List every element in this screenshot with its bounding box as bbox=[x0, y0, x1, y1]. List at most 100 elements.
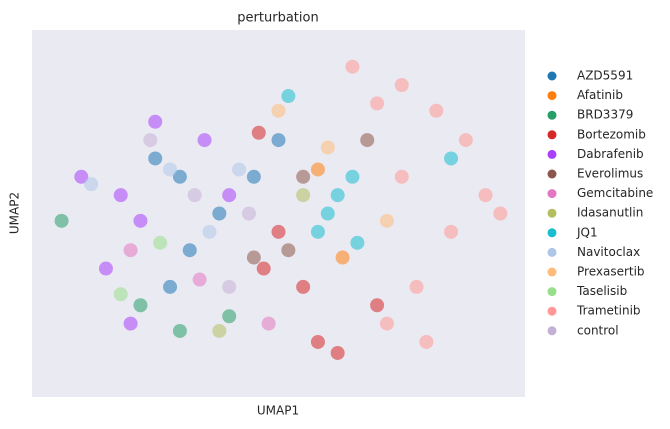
legend-marker bbox=[547, 208, 557, 218]
legend-marker bbox=[547, 149, 557, 159]
point bbox=[197, 133, 212, 148]
point bbox=[320, 206, 335, 221]
point bbox=[241, 206, 256, 221]
plot-area bbox=[32, 30, 525, 397]
point bbox=[261, 316, 276, 331]
legend-marker bbox=[547, 169, 557, 179]
point bbox=[394, 78, 409, 93]
legend-label: AZD5591 bbox=[577, 69, 633, 83]
point bbox=[310, 224, 325, 239]
point bbox=[335, 250, 350, 265]
legend-marker bbox=[547, 287, 557, 297]
legend-label: Idasanutlin bbox=[577, 206, 643, 220]
point bbox=[271, 133, 286, 148]
point bbox=[54, 213, 69, 228]
point bbox=[187, 188, 202, 203]
legend-marker bbox=[547, 247, 557, 257]
point bbox=[222, 279, 237, 294]
point bbox=[296, 169, 311, 184]
point bbox=[123, 243, 138, 258]
point bbox=[458, 133, 473, 148]
point bbox=[232, 162, 247, 177]
point bbox=[493, 206, 508, 221]
legend-label: Dabrafenib bbox=[577, 147, 644, 161]
legend-marker bbox=[547, 110, 557, 120]
point bbox=[271, 103, 286, 118]
point bbox=[172, 169, 187, 184]
point bbox=[163, 162, 178, 177]
point bbox=[172, 323, 187, 338]
point bbox=[113, 287, 128, 302]
legend-label: Everolimus bbox=[577, 167, 643, 181]
point bbox=[133, 298, 148, 313]
point bbox=[212, 323, 227, 338]
point bbox=[350, 235, 365, 250]
legend-label: Afatinib bbox=[577, 88, 623, 102]
point bbox=[74, 169, 89, 184]
legend-label: Trametinib bbox=[576, 304, 641, 318]
legend-marker bbox=[547, 91, 557, 101]
legend-label: Prexasertib bbox=[577, 265, 645, 279]
point bbox=[246, 250, 261, 265]
point bbox=[256, 261, 271, 276]
point bbox=[330, 345, 345, 360]
chart-title: perturbation bbox=[237, 11, 318, 26]
legend-marker bbox=[547, 267, 557, 277]
legend-marker bbox=[547, 189, 557, 199]
point bbox=[123, 316, 138, 331]
point bbox=[281, 243, 296, 258]
legend-marker bbox=[547, 71, 557, 81]
point bbox=[444, 151, 459, 166]
legend-label: JQ1 bbox=[576, 225, 598, 239]
point bbox=[345, 59, 360, 74]
legend-label: Taselisib bbox=[576, 284, 627, 298]
point bbox=[281, 89, 296, 104]
point bbox=[212, 206, 227, 221]
legend-marker bbox=[547, 228, 557, 238]
point bbox=[296, 279, 311, 294]
point bbox=[271, 224, 286, 239]
legend-label: BRD3379 bbox=[577, 108, 633, 122]
point bbox=[246, 169, 261, 184]
point bbox=[419, 334, 434, 349]
y-axis-label: UMAP2 bbox=[8, 192, 22, 234]
legend-marker bbox=[547, 306, 557, 316]
point bbox=[148, 151, 163, 166]
point bbox=[409, 279, 424, 294]
legend-marker bbox=[547, 326, 557, 336]
point bbox=[310, 334, 325, 349]
legend-label: control bbox=[577, 323, 619, 337]
point bbox=[379, 316, 394, 331]
point bbox=[296, 188, 311, 203]
point bbox=[148, 114, 163, 129]
point bbox=[345, 169, 360, 184]
point bbox=[429, 103, 444, 118]
legend-label: Navitoclax bbox=[577, 245, 640, 259]
point bbox=[370, 298, 385, 313]
point bbox=[379, 213, 394, 228]
point bbox=[330, 188, 345, 203]
legend-label: Gemcitabine bbox=[577, 186, 653, 200]
point bbox=[444, 224, 459, 239]
point bbox=[478, 188, 493, 203]
point bbox=[153, 235, 168, 250]
point bbox=[394, 169, 409, 184]
point bbox=[192, 272, 207, 287]
point bbox=[222, 309, 237, 324]
x-axis-label: UMAP1 bbox=[257, 404, 299, 418]
point bbox=[143, 133, 158, 148]
point bbox=[320, 140, 335, 155]
point bbox=[222, 188, 237, 203]
point bbox=[370, 96, 385, 111]
point bbox=[163, 279, 178, 294]
point bbox=[84, 177, 99, 192]
point bbox=[133, 213, 148, 228]
legend-marker bbox=[547, 130, 557, 140]
point bbox=[202, 224, 217, 239]
point bbox=[98, 261, 113, 276]
point bbox=[113, 188, 128, 203]
point bbox=[310, 162, 325, 177]
point bbox=[360, 133, 375, 148]
point bbox=[182, 243, 197, 258]
